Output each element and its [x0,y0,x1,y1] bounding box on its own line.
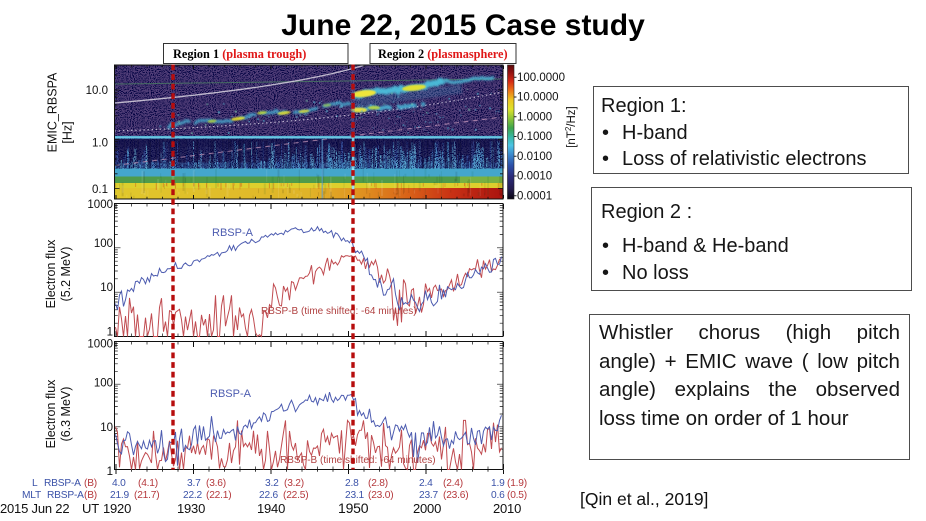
svg-text:1.0000: 1.0000 [517,111,552,123]
svg-text:0.1000: 0.1000 [517,131,552,143]
svg-text:Region 1 (plasma trough): Region 1 (plasma trough) [173,47,306,61]
svg-text:Region 2 (plasmasphere): Region 2 (plasmasphere) [378,47,508,61]
svg-text:10: 10 [100,422,113,434]
svg-text:1: 1 [107,327,113,339]
svg-text:10: 10 [100,282,113,294]
svg-text:100.0000: 100.0000 [517,72,565,84]
svg-text:100: 100 [94,378,113,390]
svg-text:1000: 1000 [87,199,113,211]
svg-text:100: 100 [94,238,113,250]
svg-text:10.0000: 10.0000 [517,92,559,104]
svg-text:0.0100: 0.0100 [517,151,552,163]
svg-text:[nT2/Hz]: [nT2/Hz] [564,106,578,148]
svg-text:1: 1 [107,466,113,478]
svg-text:RBSP-B (time shifted: -64 minu: RBSP-B (time shifted: -64 minutes) [280,455,436,466]
svg-text:10.0: 10.0 [86,85,108,97]
svg-text:RBSP-B (time shifted: -64 minu: RBSP-B (time shifted: -64 minutes) [261,306,417,317]
svg-text:0.1: 0.1 [92,184,108,196]
svg-text:RBSP-A: RBSP-A [212,227,254,239]
svg-text:1000: 1000 [87,338,113,350]
svg-text:0.0001: 0.0001 [517,190,552,202]
svg-text:0.0010: 0.0010 [517,171,552,183]
svg-text:1.0: 1.0 [92,138,108,150]
svg-text:RBSP-A: RBSP-A [210,388,252,400]
